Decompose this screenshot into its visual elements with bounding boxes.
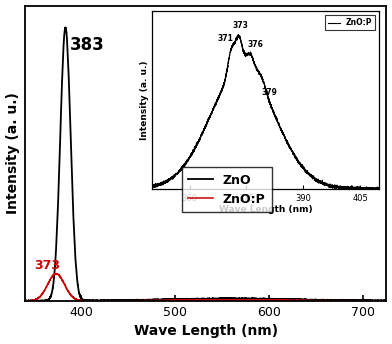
ZnO: [161, 298, 166, 302]
X-axis label: Wave Length (nm): Wave Length (nm): [134, 324, 278, 338]
Line: ZnO: ZnO: [25, 28, 387, 301]
ZnO:P: [384, 299, 389, 303]
ZnO: [292, 298, 297, 302]
ZnO: [384, 299, 389, 303]
ZnO: [258, 297, 263, 301]
ZnO:P: [320, 299, 325, 303]
ZnO:P: [258, 298, 263, 302]
ZnO: [89, 299, 93, 303]
ZnO: [23, 299, 27, 303]
Legend: ZnO, ZnO:P: ZnO, ZnO:P: [181, 167, 272, 212]
ZnO:P: [54, 271, 59, 276]
ZnO:P: [23, 299, 27, 303]
ZnO: [63, 25, 68, 30]
ZnO:P: [240, 298, 244, 302]
ZnO:P: [161, 299, 165, 303]
ZnO: [320, 299, 325, 303]
Text: 383: 383: [70, 36, 105, 54]
ZnO: [23, 299, 27, 303]
Line: ZnO:P: ZnO:P: [25, 273, 387, 301]
Text: 373: 373: [34, 259, 60, 272]
ZnO:P: [89, 299, 93, 303]
Y-axis label: Intensity (a. u.): Intensity (a. u.): [5, 92, 20, 214]
ZnO:P: [292, 299, 297, 303]
ZnO: [240, 297, 244, 301]
